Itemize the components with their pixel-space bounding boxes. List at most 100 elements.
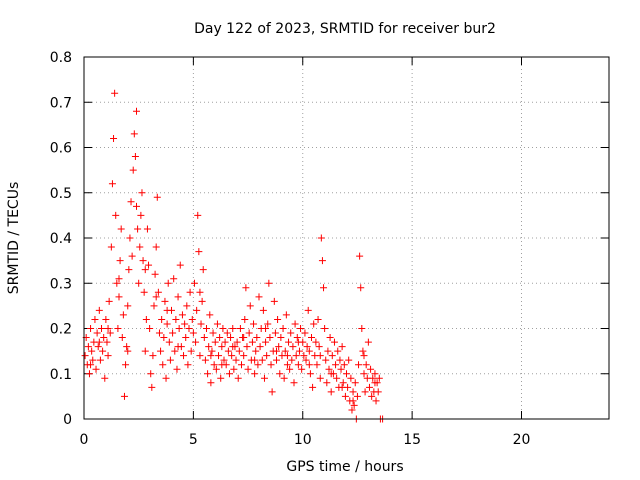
data-point — [260, 374, 268, 382]
data-point — [124, 302, 132, 310]
data-point — [309, 383, 317, 391]
data-point — [103, 338, 111, 346]
y-axis-label: SRMTID / TECUs — [6, 182, 22, 295]
data-point — [160, 334, 168, 342]
data-point — [338, 383, 346, 391]
data-point — [306, 370, 314, 378]
data-point — [181, 320, 189, 328]
data-point — [259, 306, 267, 314]
data-point — [126, 234, 134, 242]
data-point — [135, 279, 143, 287]
chart-title: Day 122 of 2023, SRMTID for receiver bur… — [194, 21, 496, 37]
data-point — [224, 347, 232, 355]
data-point — [367, 365, 375, 373]
data-point — [141, 266, 149, 274]
data-point — [357, 284, 365, 292]
data-point — [162, 374, 170, 382]
data-point — [301, 329, 309, 337]
x-axis-label: GPS time / hours — [286, 459, 403, 475]
data-point — [336, 356, 344, 364]
data-point — [94, 343, 102, 351]
data-point — [369, 374, 377, 382]
data-point — [143, 225, 151, 233]
data-point — [117, 225, 125, 233]
data-point — [229, 343, 237, 351]
data-point — [203, 325, 210, 332]
data-point — [264, 320, 272, 328]
data-point — [341, 392, 349, 400]
grid-lines — [84, 57, 609, 419]
data-point — [88, 347, 96, 355]
data-point — [372, 397, 380, 405]
data-point — [196, 288, 204, 296]
data-point — [100, 334, 108, 342]
data-point — [240, 352, 248, 360]
data-point — [293, 334, 301, 342]
data-point — [106, 329, 114, 337]
data-point — [302, 356, 310, 364]
data-point — [151, 270, 159, 278]
data-point — [332, 361, 340, 369]
data-point — [327, 370, 335, 378]
data-point — [356, 252, 364, 260]
data-point — [229, 325, 237, 332]
data-point — [317, 234, 325, 242]
data-point — [263, 352, 271, 360]
data-point — [127, 198, 135, 206]
data-point — [197, 320, 205, 328]
data-point — [227, 334, 235, 342]
data-point — [258, 356, 266, 364]
data-point — [192, 338, 200, 346]
data-point — [312, 338, 320, 346]
data-point — [328, 352, 336, 360]
data-point — [283, 352, 291, 360]
data-point — [360, 352, 368, 360]
data-point — [189, 329, 197, 337]
data-point — [325, 365, 333, 373]
data-point — [130, 130, 138, 138]
data-point — [207, 379, 215, 387]
data-point — [154, 288, 162, 296]
y-tick-label: 0.3 — [50, 276, 72, 292]
data-point — [212, 365, 220, 373]
data-point — [91, 315, 99, 323]
data-point — [348, 406, 356, 414]
data-point — [262, 325, 270, 332]
data-point — [120, 392, 128, 400]
data-point — [238, 361, 245, 369]
data-point — [314, 315, 322, 323]
y-tick-label: 0.8 — [50, 50, 72, 66]
data-point — [337, 365, 345, 373]
data-point — [350, 401, 358, 409]
data-point — [283, 361, 291, 369]
data-point — [105, 297, 113, 305]
data-point — [153, 193, 161, 201]
data-point — [305, 347, 313, 355]
data-points — [81, 89, 387, 423]
data-point — [208, 347, 216, 355]
data-point — [195, 248, 203, 256]
x-tick-label: 10 — [294, 432, 312, 448]
data-point — [184, 361, 192, 369]
data-point — [345, 356, 353, 364]
data-point — [218, 343, 226, 351]
data-point — [288, 356, 296, 364]
x-tick-label: 15 — [403, 432, 421, 448]
data-point — [193, 306, 201, 314]
data-point — [128, 252, 136, 260]
data-point — [375, 374, 383, 382]
data-point — [147, 370, 155, 378]
data-point — [285, 338, 293, 346]
data-point — [275, 343, 283, 351]
data-point — [111, 89, 119, 97]
data-point — [320, 284, 328, 292]
data-point — [136, 243, 144, 251]
data-point — [216, 334, 224, 342]
data-point — [176, 261, 184, 269]
data-point — [118, 334, 126, 342]
data-point — [225, 370, 233, 378]
data-point — [161, 297, 169, 305]
y-tick-label: 0.4 — [50, 231, 72, 247]
data-point — [98, 325, 105, 332]
data-point — [371, 370, 379, 378]
